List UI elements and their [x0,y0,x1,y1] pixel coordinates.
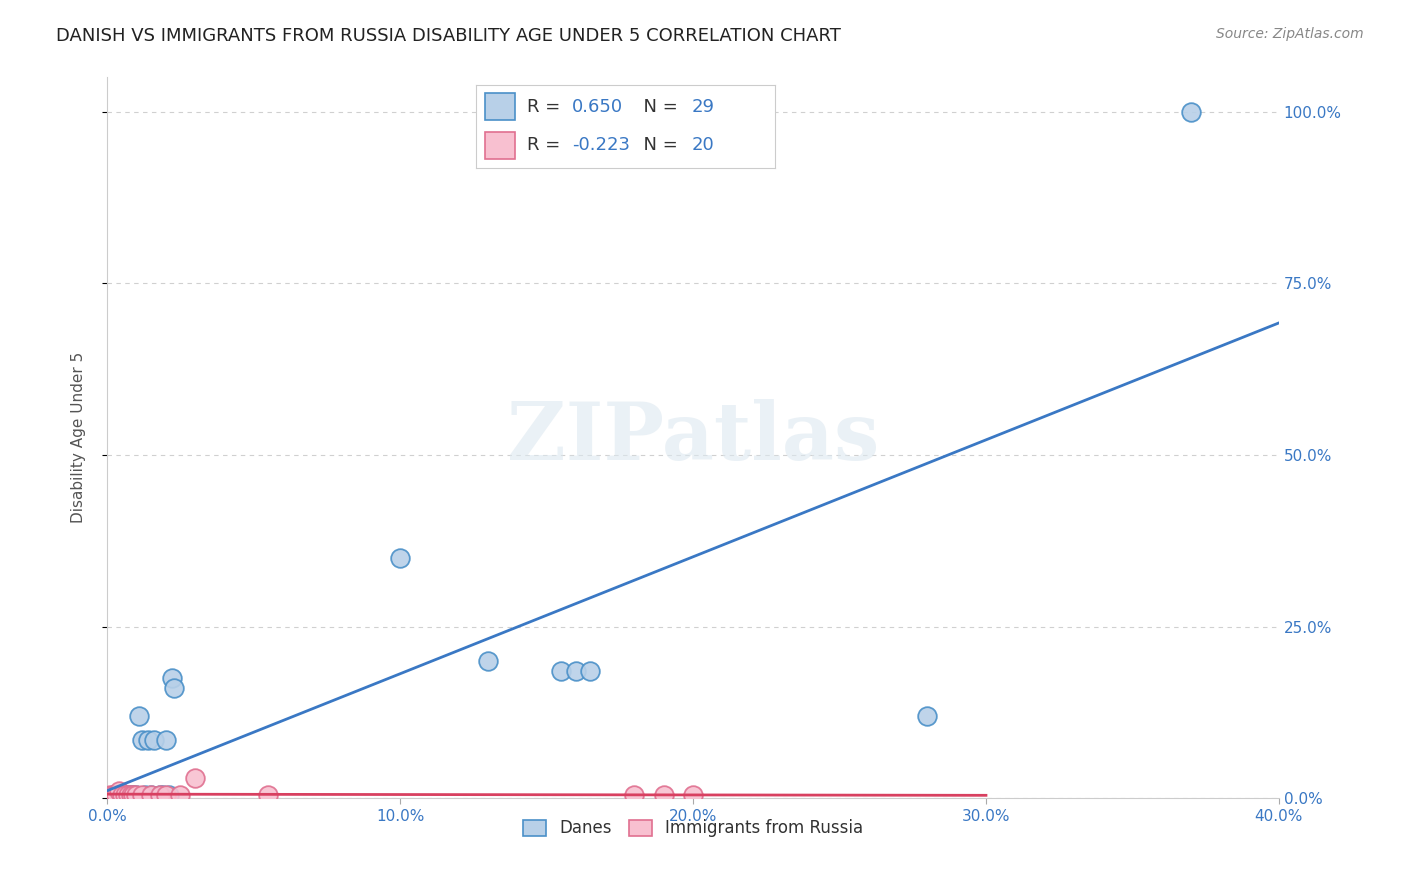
Point [136,732,159,747]
Point [139,789,162,803]
Point [139,789,162,803]
Legend: Danes, Immigrants from Russia: Danes, Immigrants from Russia [516,813,870,844]
Point [98,789,121,803]
Point [565,664,588,678]
Point [550,664,572,678]
Point [152,789,174,803]
Point [1180,104,1202,119]
Point [117,789,139,803]
Point [114,789,136,803]
Point [125,789,148,803]
Point [477,654,499,668]
Point [157,789,180,803]
Point [149,789,172,803]
Point [169,789,191,803]
Point [122,789,145,803]
Point [652,789,675,803]
Point [101,789,124,803]
Point [111,789,134,803]
Point [682,789,704,803]
Point [101,789,124,803]
Point [107,789,129,803]
Point [104,789,127,803]
Point [104,789,127,803]
Point [117,789,139,803]
Point [163,681,186,696]
Point [623,789,645,803]
Point [131,732,153,747]
Text: ZIPatlas: ZIPatlas [508,399,879,477]
Point [155,732,177,747]
Point [120,789,142,803]
Point [107,784,129,798]
Point [120,789,142,803]
Point [142,732,165,747]
Point [134,789,156,803]
Point [125,789,148,803]
Point [128,708,150,723]
Point [160,671,183,685]
Text: DANISH VS IMMIGRANTS FROM RUSSIA DISABILITY AGE UNDER 5 CORRELATION CHART: DANISH VS IMMIGRANTS FROM RUSSIA DISABIL… [56,27,841,45]
Point [111,789,134,803]
Point [131,789,153,803]
Point [184,771,207,785]
Point [155,789,177,803]
Point [389,550,412,565]
Point [917,708,939,723]
Text: Source: ZipAtlas.com: Source: ZipAtlas.com [1216,27,1364,41]
Point [579,664,602,678]
Point [114,789,136,803]
Point [122,789,145,803]
Y-axis label: Disability Age Under 5: Disability Age Under 5 [72,352,86,524]
Point [149,789,172,803]
Point [257,789,280,803]
Point [114,789,136,803]
